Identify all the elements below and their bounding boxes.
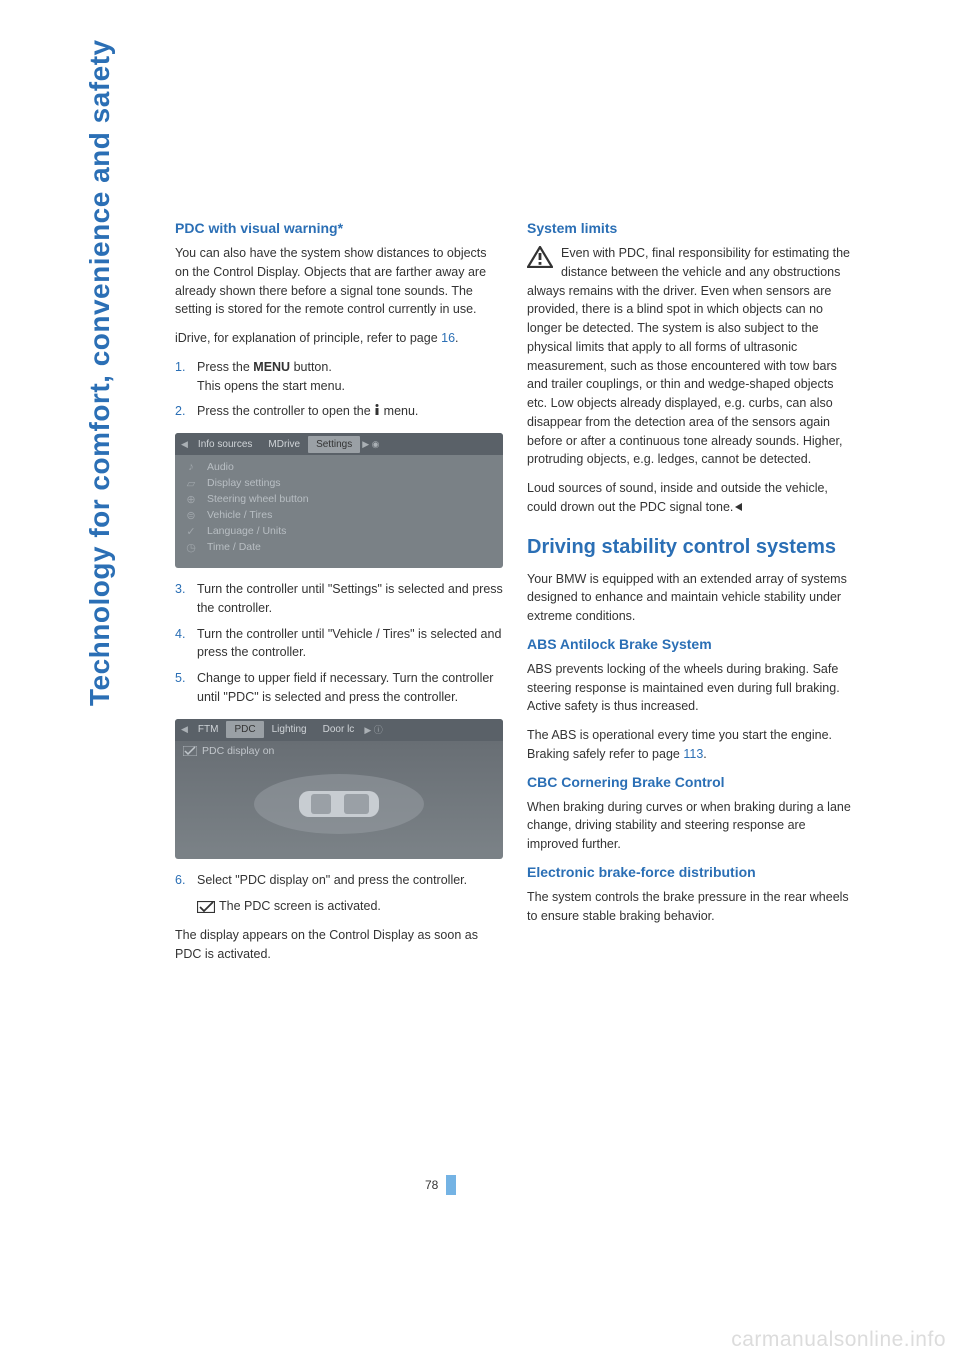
checkbox-checked-icon	[197, 901, 215, 913]
tab-arrow-right-icon: ▶ ⓘ	[362, 723, 384, 736]
tab-item: FTM	[190, 721, 227, 738]
warning-text: Even with PDC, final responsibility for …	[527, 244, 855, 469]
heading-brake-force: Electronic brake-force distribution	[527, 864, 855, 880]
page-reference-link[interactable]: 113	[683, 747, 703, 761]
step-item: Press the MENU button. This opens the st…	[175, 358, 503, 396]
body-text: When braking during curves or when braki…	[527, 798, 855, 854]
main-content: PDC with visual warning* You can also ha…	[175, 220, 855, 974]
step-list-1: Press the MENU button. This opens the st…	[175, 358, 503, 421]
step-item: Select "PDC display on" and press the co…	[175, 871, 503, 890]
vehicle-icon: ⊜	[183, 509, 199, 521]
clock-icon: ◷	[183, 541, 199, 553]
heading-pdc-visual: PDC with visual warning*	[175, 220, 503, 236]
left-column: PDC with visual warning* You can also ha…	[175, 220, 503, 974]
steering-icon: ⊕	[183, 493, 199, 505]
page-reference-link[interactable]: 16	[441, 331, 455, 345]
display-icon: ▱	[183, 477, 199, 489]
page-number: 78	[425, 1178, 438, 1192]
idrive-settings-screenshot: ◀ Info sources MDrive Settings ▶ ◉ ♪Audi…	[175, 433, 503, 568]
step-list-2: Turn the controller until "Settings" is …	[175, 580, 503, 707]
tab-item: Info sources	[190, 436, 260, 453]
body-text: Your BMW is equipped with an extended ar…	[527, 570, 855, 626]
step-item: Press the controller to open the menu.	[175, 402, 503, 421]
body-text: iDrive, for explanation of principle, re…	[175, 329, 503, 348]
tab-arrow-left-icon: ◀	[179, 439, 190, 450]
page-number-block: 78	[425, 1175, 456, 1195]
screenshot-tabs: ◀ Info sources MDrive Settings ▶ ◉	[175, 433, 503, 455]
menu-item: ⊕Steering wheel button	[175, 491, 503, 507]
warning-block: Even with PDC, final responsibility for …	[527, 244, 855, 517]
audio-icon: ♪	[183, 461, 199, 473]
watermark: carmanualsonline.info	[731, 1328, 946, 1352]
step-item: Turn the controller until "Vehicle / Tir…	[175, 625, 503, 663]
heading-cbc: CBC Cornering Brake Control	[527, 774, 855, 790]
step-item: Change to upper field if necessary. Turn…	[175, 669, 503, 707]
tab-arrow-left-icon: ◀	[179, 724, 190, 735]
menu-item: ⊜Vehicle / Tires	[175, 507, 503, 523]
language-icon: ✓	[183, 525, 199, 537]
menu-item: ✓Language / Units	[175, 523, 503, 539]
section-title-vertical: Technology for comfort, convenience and …	[84, 39, 116, 706]
warning-triangle-icon	[527, 246, 553, 268]
body-text: The display appears on the Control Displ…	[175, 926, 503, 964]
end-marker-icon	[735, 503, 742, 511]
tab-arrow-right-icon: ▶ ◉	[360, 439, 381, 450]
tab-item-active: PDC	[226, 721, 263, 738]
checkbox-checked-icon	[183, 746, 197, 756]
menu-item: ♪Audio	[175, 459, 503, 475]
car-visual-box: PDC display on	[175, 741, 503, 851]
tab-item: MDrive	[260, 436, 308, 453]
body-text: The ABS is operational every time you st…	[527, 726, 855, 764]
idrive-pdc-screenshot: ◀ FTM PDC Lighting Door lc ▶ ⓘ PDC displ…	[175, 719, 503, 859]
car-top-view-icon	[249, 769, 429, 839]
tab-item: Lighting	[264, 721, 315, 738]
page-bar-icon	[446, 1175, 456, 1195]
step-sub-text: The PDC screen is activated.	[175, 897, 503, 916]
pdc-checkbox-row: PDC display on	[183, 745, 274, 757]
tab-item-active: Settings	[308, 436, 360, 453]
body-text: You can also have the system show distan…	[175, 244, 503, 319]
right-column: System limits Even with PDC, final respo…	[527, 220, 855, 974]
menu-item: ◷Time / Date	[175, 539, 503, 555]
menu-item: ▱Display settings	[175, 475, 503, 491]
screenshot-tabs: ◀ FTM PDC Lighting Door lc ▶ ⓘ	[175, 719, 503, 741]
heading-abs: ABS Antilock Brake System	[527, 636, 855, 652]
tab-item: Door lc	[315, 721, 363, 738]
step-list-3: Select "PDC display on" and press the co…	[175, 871, 503, 890]
menu-list: ♪Audio ▱Display settings ⊕Steering wheel…	[175, 455, 503, 559]
heading-system-limits: System limits	[527, 220, 855, 236]
step-item: Turn the controller until "Settings" is …	[175, 580, 503, 618]
body-text: The system controls the brake pressure i…	[527, 888, 855, 926]
warning-text-2: Loud sources of sound, inside and outsid…	[527, 479, 855, 517]
heading-driving-stability: Driving stability control systems	[527, 535, 855, 560]
body-text: ABS prevents locking of the wheels durin…	[527, 660, 855, 716]
